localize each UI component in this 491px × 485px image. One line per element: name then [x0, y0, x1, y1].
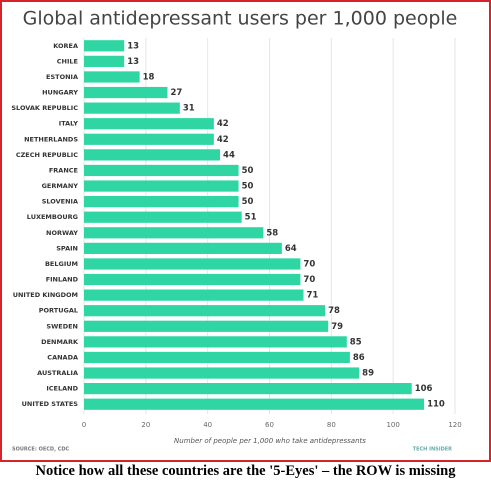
- value-label: 18: [143, 72, 155, 82]
- bar: [84, 289, 304, 301]
- value-label: 86: [353, 353, 365, 363]
- y-tick-label: CHILE: [57, 57, 78, 65]
- value-label: 13: [127, 41, 139, 51]
- y-tick-label: FRANCE: [49, 166, 78, 174]
- bar: [84, 55, 125, 67]
- x-tick-label: 0: [82, 421, 86, 429]
- y-tick-label: KOREA: [53, 42, 78, 50]
- value-label: 27: [170, 88, 182, 98]
- bar: [84, 211, 242, 223]
- x-tick-label: 40: [203, 421, 212, 429]
- value-label: 50: [242, 197, 254, 207]
- y-tick-label: ITALY: [59, 120, 79, 128]
- value-label: 64: [285, 244, 297, 254]
- value-label: 44: [223, 150, 235, 160]
- y-tick-label: SLOVENIA: [42, 198, 78, 206]
- y-tick-label: BELGIUM: [45, 260, 78, 268]
- y-tick-label: NETHERLANDS: [24, 135, 78, 143]
- y-tick-label: CANADA: [47, 353, 78, 361]
- value-label: 78: [328, 306, 340, 316]
- value-label: 106: [415, 384, 433, 394]
- value-label: 79: [331, 322, 343, 332]
- y-tick-label: HUNGARY: [42, 89, 78, 97]
- bar: [84, 227, 264, 239]
- bar: [84, 398, 425, 410]
- value-label: 51: [245, 213, 257, 223]
- value-label: 42: [217, 135, 229, 145]
- y-tick-label: GERMANY: [42, 182, 79, 190]
- value-label: 70: [303, 259, 315, 269]
- x-tick-label: 120: [448, 421, 461, 429]
- value-label: 58: [266, 228, 278, 238]
- brand: TECH INSIDER: [413, 447, 452, 453]
- value-label: 50: [242, 182, 254, 192]
- bar: [84, 305, 326, 317]
- x-tick-label: 80: [327, 421, 336, 429]
- bar: [84, 102, 180, 114]
- value-label: 70: [303, 275, 315, 285]
- bar: [84, 86, 168, 99]
- y-tick-label: FINLAND: [46, 276, 79, 284]
- y-tick-label: SLOVAK REPUBLIC: [11, 104, 78, 112]
- value-label: 50: [242, 166, 254, 176]
- y-tick-label: CZECH REPUBLIC: [16, 151, 78, 159]
- value-label: 110: [427, 400, 445, 410]
- y-tick-label: LUXEMBOURG: [27, 213, 78, 221]
- x-tick-label: 20: [141, 421, 150, 429]
- value-label: 85: [350, 337, 362, 347]
- bar: [84, 367, 360, 379]
- y-tick-label: SWEDEN: [46, 322, 78, 330]
- y-tick-label: PORTUGAL: [39, 307, 78, 315]
- bar: [84, 383, 412, 395]
- bar: [84, 336, 347, 348]
- y-tick-label: NORWAY: [46, 229, 78, 237]
- bar: [84, 258, 301, 270]
- value-label: 31: [183, 104, 195, 114]
- x-axis-label: Number of people per 1,000 who take anti…: [174, 437, 366, 445]
- y-tick-label: AUSTRALIA: [37, 369, 78, 377]
- x-tick-label: 60: [265, 421, 274, 429]
- bar: [84, 351, 350, 364]
- bar: [84, 164, 239, 177]
- bar: [84, 180, 239, 192]
- x-tick-label: 100: [386, 421, 399, 429]
- y-tick-label: ICELAND: [46, 385, 78, 393]
- caption: Notice how all these countries are the '…: [35, 463, 456, 479]
- y-tick-label: DENMARK: [41, 338, 79, 346]
- value-label: 13: [127, 57, 139, 67]
- bar: [84, 196, 239, 208]
- y-tick-label: UNITED KINGDOM: [13, 291, 78, 299]
- bar: [84, 40, 125, 52]
- bar: [84, 149, 221, 161]
- y-tick-label: ESTONIA: [46, 73, 78, 81]
- bar: [84, 118, 214, 130]
- chart-title: Global antidepressant users per 1,000 pe…: [23, 8, 458, 30]
- value-label: 89: [362, 369, 374, 379]
- bar: [84, 320, 329, 332]
- chart: Global antidepressant users per 1,000 pe…: [11, 8, 461, 453]
- source-note: SOURCE: OECD, CDC: [12, 447, 70, 453]
- bar: [84, 242, 282, 254]
- bar: [84, 273, 301, 286]
- value-label: 71: [307, 291, 319, 301]
- bar: [84, 133, 214, 145]
- value-label: 42: [217, 119, 229, 129]
- bar: [84, 71, 140, 83]
- y-tick-label: UNITED STATES: [22, 400, 79, 408]
- y-tick-label: SPAIN: [56, 244, 78, 252]
